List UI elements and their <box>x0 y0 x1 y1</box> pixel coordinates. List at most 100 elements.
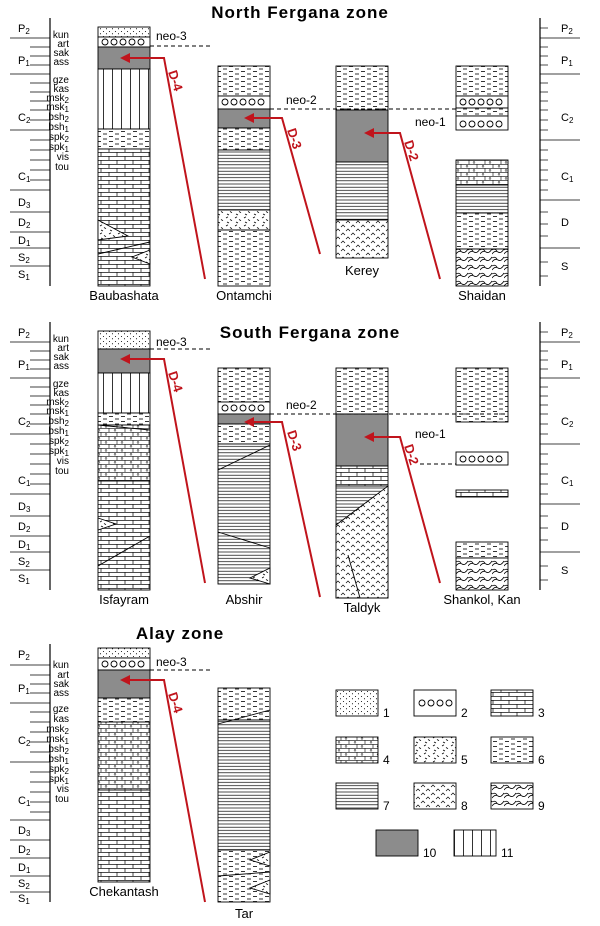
d-label: D-2 <box>401 138 422 163</box>
stage-label: gze <box>53 379 70 390</box>
system-label: C2 <box>561 416 574 429</box>
d-arrow <box>124 679 206 903</box>
system-label: P2 <box>561 23 573 36</box>
system-label: P1 <box>18 55 30 68</box>
system-label: S <box>561 565 568 577</box>
zone-title: South Fergana zone <box>220 323 400 342</box>
system-label: D <box>561 217 569 229</box>
stage-label: tou <box>55 794 69 805</box>
stage-label: sak <box>53 48 70 59</box>
column-kerey <box>335 65 389 259</box>
legend-label: 6 <box>538 753 545 767</box>
system-label: D1 <box>18 539 31 552</box>
stage-label: sak <box>53 679 70 690</box>
column-name: Abshir <box>226 592 264 607</box>
d-arrows <box>124 57 441 280</box>
system-label: D2 <box>18 217 31 230</box>
stage-label: tou <box>55 162 69 173</box>
column-abshir <box>217 367 271 585</box>
legend-label: 5 <box>461 753 468 767</box>
legend-swatch-10 <box>375 829 419 857</box>
stage-label: kun <box>53 30 69 41</box>
stage-label: art <box>57 39 69 50</box>
system-label: S2 <box>18 878 30 891</box>
left-time-scale: P2 P1 C2 C1 D3 D2 D1 S2 S1 kun art sak a… <box>10 18 70 286</box>
system-label: S2 <box>18 556 30 569</box>
stage-label: ass <box>53 688 69 699</box>
system-label: D3 <box>18 825 31 838</box>
neo-label: neo-3 <box>156 29 187 43</box>
legend-swatch-11 <box>453 829 497 857</box>
stage-label: vis <box>57 784 69 795</box>
zone-title: Alay zone <box>136 624 224 643</box>
legend-label: 1 <box>383 706 390 720</box>
legend-swatch-2 <box>413 689 457 717</box>
system-label: D2 <box>18 521 31 534</box>
system-label: P2 <box>18 649 30 662</box>
stage-label: spk1 <box>49 446 70 458</box>
system-label: P1 <box>561 55 573 68</box>
system-label: P2 <box>18 327 30 340</box>
legend-label: 4 <box>383 753 390 767</box>
system-label: D3 <box>18 197 31 210</box>
system-label: P1 <box>561 359 573 372</box>
system-label: S1 <box>18 573 30 586</box>
legend-swatch-8 <box>413 782 457 810</box>
neo-label: neo-1 <box>415 115 446 129</box>
system-label: D <box>561 521 569 533</box>
d-label: D-3 <box>284 126 305 151</box>
neo-label: neo-2 <box>286 93 317 107</box>
stage-label: vis <box>57 152 69 163</box>
stage-label: spk2 <box>49 132 70 144</box>
system-label: C1 <box>18 171 31 184</box>
system-label: C2 <box>18 416 31 429</box>
d-label: D-4 <box>165 369 186 394</box>
system-label: D3 <box>18 501 31 514</box>
stage-label: art <box>57 670 69 681</box>
system-label: P2 <box>18 23 30 36</box>
stage-label: msk1 <box>46 734 69 746</box>
system-label: C1 <box>18 475 31 488</box>
column-name: Chekantash <box>89 884 158 899</box>
stage-label: bsh1 <box>48 754 69 766</box>
legend-swatch-1 <box>335 689 379 717</box>
stage-label: kas <box>53 714 69 725</box>
neo-label: neo-3 <box>156 335 187 349</box>
neo-label: neo-3 <box>156 655 187 669</box>
column-name: Ontamchi <box>216 288 272 303</box>
neo-label: neo-1 <box>415 427 446 441</box>
stage-label: bsh2 <box>48 744 69 756</box>
right-time-scale: P2 P1 C2 C1 D S <box>539 322 580 590</box>
column-shaidan <box>455 65 509 287</box>
column-ontamchi <box>217 65 271 287</box>
stage-label: bsh2 <box>48 416 69 428</box>
column-chekantash <box>97 647 151 883</box>
d-label: D-2 <box>401 442 422 467</box>
column-tar <box>217 687 271 903</box>
column-name: Shaidan <box>458 288 506 303</box>
column-baubashata <box>97 26 151 287</box>
system-label: P1 <box>18 359 30 372</box>
stage-label: kas <box>53 388 69 399</box>
stage-label: msk2 <box>46 724 69 736</box>
system-label: C2 <box>561 112 574 125</box>
legend-label: 10 <box>423 846 437 860</box>
system-label: D1 <box>18 862 31 875</box>
system-label: D1 <box>18 235 31 248</box>
d-arrows <box>124 358 441 598</box>
system-label: C2 <box>18 735 31 748</box>
stage-label: msk1 <box>46 406 69 418</box>
stage-label: msk2 <box>46 93 69 105</box>
column-name: Baubashata <box>89 288 159 303</box>
stage-label: bsh2 <box>48 112 69 124</box>
d-label: D-4 <box>165 68 186 93</box>
stage-label: art <box>57 343 69 354</box>
legend-swatch-7 <box>335 782 379 810</box>
column-name: Shankol, Kan <box>443 592 520 607</box>
system-label: P2 <box>561 327 573 340</box>
system-label: S1 <box>18 269 30 282</box>
legend-label: 2 <box>461 706 468 720</box>
stage-label: gze <box>53 704 70 715</box>
right-time-scale: P2 P1 C2 C1 D S <box>539 18 580 286</box>
